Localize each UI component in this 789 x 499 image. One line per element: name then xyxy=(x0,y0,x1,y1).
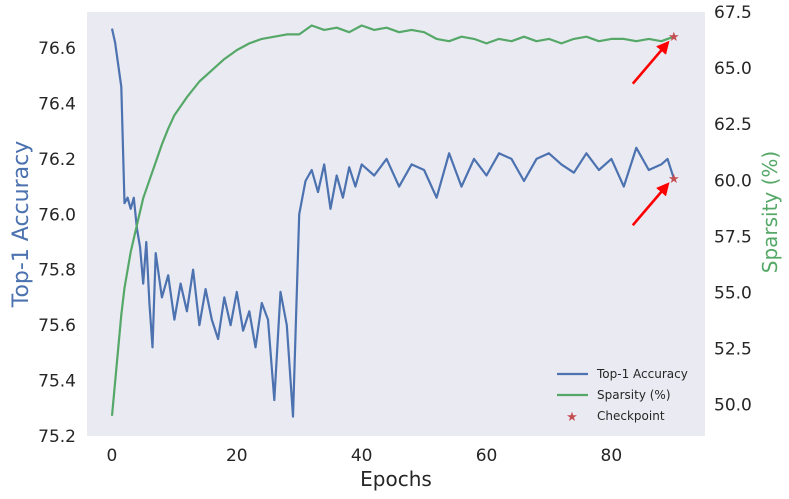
right-tick-label: 52.5 xyxy=(714,340,752,360)
left-tick-label: 75.4 xyxy=(38,372,76,392)
legend-accuracy-label: Top-1 Accuracy xyxy=(596,367,688,381)
checkpoint-arrow xyxy=(631,40,670,85)
right-tick-label: 50.0 xyxy=(714,396,752,416)
x-tick-label: 40 xyxy=(351,446,373,466)
legend: Top-1 Accuracy Sparsity (%) ★ Checkpoint xyxy=(557,367,688,425)
accuracy-line xyxy=(110,28,675,418)
right-tick-labels: 50.0 52.5 55.0 57.5 60.0 62.5 65.0 67.5 xyxy=(714,3,752,416)
left-tick-labels: 75.2 75.4 75.6 75.8 76.0 76.2 76.4 76.6 xyxy=(38,39,76,447)
left-tick-label: 75.6 xyxy=(38,316,76,336)
right-tick-label: 67.5 xyxy=(714,3,752,23)
series-lines xyxy=(110,24,675,418)
right-tick-label: 60.0 xyxy=(714,171,752,191)
legend-checkpoint-swatch: ★ xyxy=(566,410,578,425)
left-tick-label: 75.8 xyxy=(38,261,76,281)
x-tick-label: 60 xyxy=(476,446,498,466)
x-tick-label: 80 xyxy=(601,446,623,466)
left-tick-label: 75.2 xyxy=(38,427,76,447)
checkpoint-marker: ★ xyxy=(668,30,680,45)
x-tick-labels: 0 20 40 60 80 xyxy=(107,446,623,466)
right-tick-label: 62.5 xyxy=(714,115,752,135)
x-tick-label: 20 xyxy=(226,446,248,466)
left-tick-label: 76.6 xyxy=(38,39,76,59)
left-tick-label: 76.2 xyxy=(38,150,76,170)
checkpoint-marker: ★ xyxy=(668,172,680,187)
right-axis-title: Sparsity (%) xyxy=(758,151,782,274)
x-tick-label: 0 xyxy=(107,446,118,466)
left-tick-label: 76.4 xyxy=(38,94,76,114)
plot-area xyxy=(87,12,705,436)
legend-checkpoint-label: Checkpoint xyxy=(597,409,665,423)
checkpoint-arrow xyxy=(631,182,670,227)
x-axis-title: Epochs xyxy=(360,467,432,491)
annotation-arrows xyxy=(631,40,670,227)
sparsity-line xyxy=(110,24,675,416)
legend-sparsity-label: Sparsity (%) xyxy=(597,388,671,402)
left-tick-label: 76.0 xyxy=(38,205,76,225)
right-tick-label: 55.0 xyxy=(714,283,752,303)
left-axis-title: Top-1 Accuracy xyxy=(9,141,34,309)
checkpoint-markers: ★★ xyxy=(668,30,680,187)
right-tick-label: 57.5 xyxy=(714,227,752,247)
right-tick-label: 65.0 xyxy=(714,59,752,79)
